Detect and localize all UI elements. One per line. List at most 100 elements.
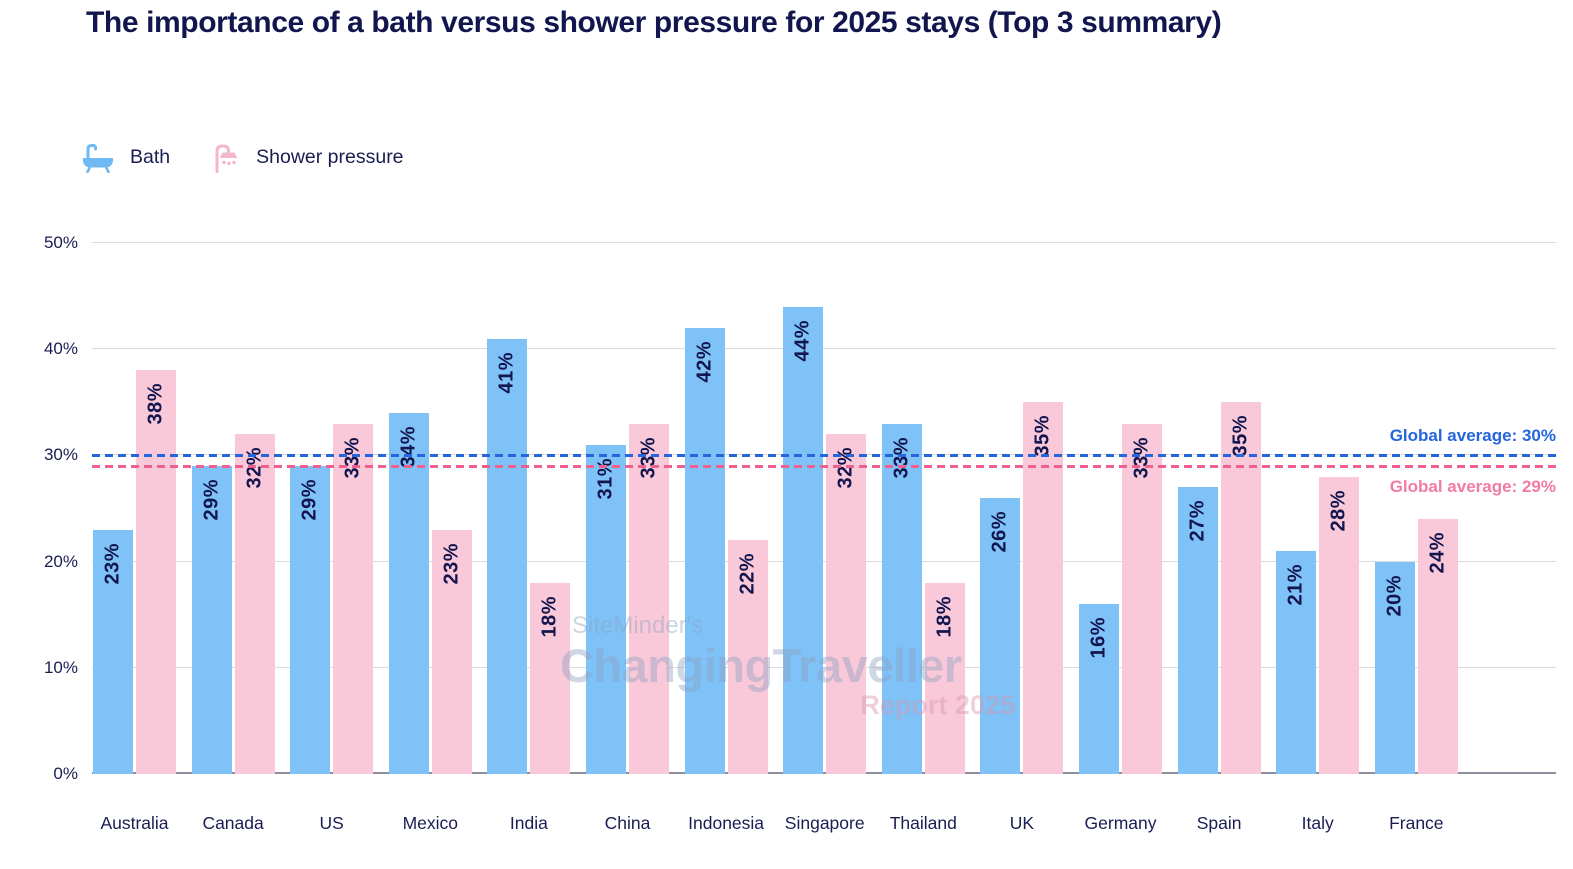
bar-value-label: 24% — [1426, 532, 1449, 574]
y-axis-tick-50%: 50% — [43, 233, 78, 252]
bar-group-canada: 29% 32% — [191, 243, 275, 774]
bar-shower-pressure-italy: 28% — [1319, 477, 1360, 774]
bar-shower-pressure-spain: 35% — [1220, 402, 1261, 774]
bar-value-label: 21% — [1284, 564, 1307, 606]
bar-shower-pressure-uk: 35% — [1023, 402, 1064, 774]
gridline-0% — [92, 772, 1556, 774]
bar-value-label: 33% — [890, 437, 913, 479]
bar-value-label: 42% — [693, 341, 716, 383]
bar-group-indonesia: 42% 22% — [684, 243, 768, 774]
bar-group-thailand: 33% 18% — [881, 243, 965, 774]
bar-value-label: 33% — [341, 437, 364, 479]
x-axis-label-canada: Canada — [202, 813, 264, 833]
y-axis-tick-40%: 40% — [43, 339, 78, 359]
bar-value-label: 22% — [736, 553, 759, 595]
x-axis-label-france: France — [1389, 813, 1444, 833]
bar-bath-us: 29% — [290, 466, 331, 774]
bar-group-france: 20% 24% — [1374, 243, 1458, 774]
bar-group-india: 41% 18% — [487, 243, 571, 774]
bar-shower-pressure-australia: 38% — [136, 370, 176, 774]
bar-value-label: 38% — [144, 383, 167, 425]
shower-icon — [215, 144, 238, 173]
bar-shower-pressure-india: 18% — [530, 583, 571, 774]
plot-area: SiteMinder's ChangingTraveller Report 20… — [44, 233, 1556, 833]
bar-value-label: 35% — [1229, 415, 1252, 457]
chart-title: The importance of a bath versus shower p… — [86, 6, 1222, 39]
gridline-50% — [92, 242, 1556, 243]
bar-bath-singapore: 44% — [783, 307, 824, 774]
x-axis-label-china: China — [604, 813, 651, 833]
x-axis-label-us: US — [319, 813, 344, 833]
bar-bath-india: 41% — [487, 339, 528, 774]
bar-bath-france: 20% — [1374, 562, 1415, 774]
bar-shower-pressure-mexico: 23% — [431, 530, 472, 774]
bar-value-label: 16% — [1087, 617, 1110, 659]
legend-item-shower-pressure: Shower pressure — [210, 141, 404, 173]
bar-value-label: 35% — [1031, 415, 1054, 457]
legend: Bath Shower pressure — [80, 141, 404, 173]
bar-bath-canada: 29% — [191, 466, 232, 774]
bar-value-label: 29% — [200, 479, 223, 521]
y-axis-tick-0%: 0% — [53, 764, 78, 783]
bar-value-label: 20% — [1383, 575, 1406, 617]
x-axis-label-indonesia: Indonesia — [688, 813, 765, 833]
bar-group-china: 31% 33% — [586, 243, 669, 774]
legend-label-shower-pressure: Shower pressure — [256, 145, 404, 168]
bar-bath-spain: 27% — [1177, 487, 1218, 774]
bar-shower-pressure-thailand: 18% — [924, 583, 965, 774]
legend-label-bath: Bath — [130, 145, 171, 168]
bar-bath-indonesia: 42% — [684, 328, 725, 774]
y-axis-tick-30%: 30% — [43, 445, 78, 465]
x-axis-label-uk: UK — [1009, 813, 1035, 833]
legend-item-bath: Bath — [80, 141, 170, 173]
gridline-20% — [92, 560, 1556, 562]
reference-line-label-30: Global average: 30% — [1389, 426, 1556, 446]
reference-line-label-29: Global average: 29% — [1389, 477, 1556, 497]
x-axis-label-germany: Germany — [1084, 813, 1157, 833]
y-axis-tick-10%: 10% — [43, 657, 78, 677]
bar-value-label: 29% — [298, 479, 321, 521]
bar-group-us: 29% 33% — [290, 243, 374, 774]
bar-group-spain: 27% 35% — [1177, 243, 1261, 774]
bar-value-label: 18% — [538, 596, 561, 638]
bar-value-label: 34% — [397, 426, 420, 468]
bar-group-italy: 21% 28% — [1276, 243, 1360, 774]
bar-shower-pressure-china: 33% — [629, 424, 669, 774]
reference-line-30 — [92, 453, 1556, 457]
x-axis-label-italy: Italy — [1301, 813, 1334, 833]
bar-group-singapore: 44% 32% — [783, 243, 867, 774]
x-axis-label-spain: Spain — [1196, 813, 1242, 833]
x-axis-label-australia: Australia — [100, 813, 169, 833]
x-axis-label-singapore: Singapore — [784, 813, 865, 833]
bar-value-label: 28% — [1327, 490, 1350, 532]
bar-value-label: 18% — [933, 596, 956, 638]
bar-shower-pressure-singapore: 32% — [826, 434, 867, 774]
x-axis-label-thailand: Thailand — [889, 813, 957, 833]
bar-bath-germany: 16% — [1079, 604, 1119, 774]
bar-shower-pressure-germany: 33% — [1122, 424, 1162, 774]
bar-value-label: 27% — [1186, 500, 1209, 542]
bar-shower-pressure-france: 24% — [1417, 519, 1458, 774]
bar-group-australia: 23% 38% — [93, 243, 176, 774]
x-axis-label-india: India — [509, 813, 548, 833]
bar-value-label: 26% — [988, 511, 1011, 553]
bar-group-germany: 16% 33% — [1079, 243, 1162, 774]
gridline-40% — [92, 348, 1556, 350]
bar-shower-pressure-indonesia: 22% — [727, 540, 768, 774]
bar-shower-pressure-canada: 32% — [234, 434, 275, 774]
bar-value-label: 41% — [495, 352, 518, 394]
bar-bath-china: 31% — [586, 445, 626, 774]
y-axis-tick-20%: 20% — [43, 551, 78, 571]
bar-value-label: 33% — [637, 437, 660, 479]
bar-group-mexico: 34% 23% — [388, 243, 472, 774]
reference-line-29 — [92, 464, 1556, 468]
bar-bath-mexico: 34% — [388, 413, 429, 774]
x-axis-label-mexico: Mexico — [402, 813, 459, 833]
bar-shower-pressure-us: 33% — [333, 424, 374, 774]
bar-value-label: 23% — [440, 543, 463, 585]
bar-bath-australia: 23% — [93, 530, 133, 774]
bar-value-label: 33% — [1130, 437, 1153, 479]
bar-group-uk: 26% 35% — [980, 243, 1064, 774]
bar-bath-uk: 26% — [980, 498, 1021, 774]
